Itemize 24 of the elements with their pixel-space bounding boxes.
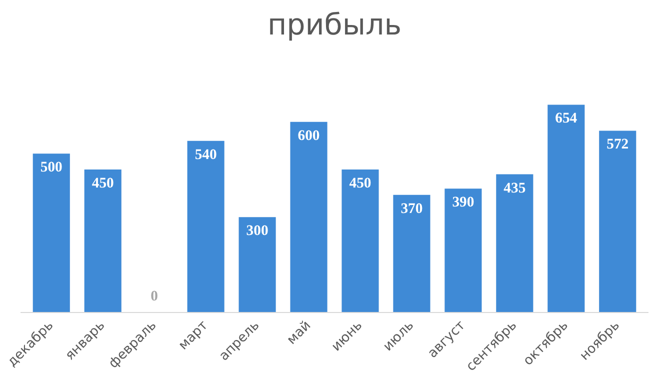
bar	[84, 170, 122, 312]
bar	[187, 140, 224, 312]
bar	[393, 194, 430, 312]
bar	[548, 104, 585, 312]
bar	[238, 217, 276, 312]
bar	[290, 122, 328, 312]
data-label: 540	[194, 146, 217, 163]
bar	[496, 174, 534, 312]
bar	[32, 154, 70, 312]
data-label: 572	[606, 136, 629, 153]
data-label: 0	[150, 288, 158, 304]
bar	[599, 130, 636, 312]
bar	[342, 170, 379, 312]
data-label: 300	[246, 223, 268, 240]
data-label: 450	[92, 176, 114, 192]
data-label: 500	[40, 160, 62, 176]
chart-title: прибыль	[267, 8, 402, 42]
data-label: 600	[298, 128, 320, 144]
data-label: 450	[349, 176, 372, 192]
bar	[444, 188, 482, 312]
data-label: 370	[400, 200, 423, 217]
data-label: 435	[504, 180, 526, 196]
data-label: 654	[555, 110, 578, 127]
data-label: 390	[452, 194, 474, 211]
